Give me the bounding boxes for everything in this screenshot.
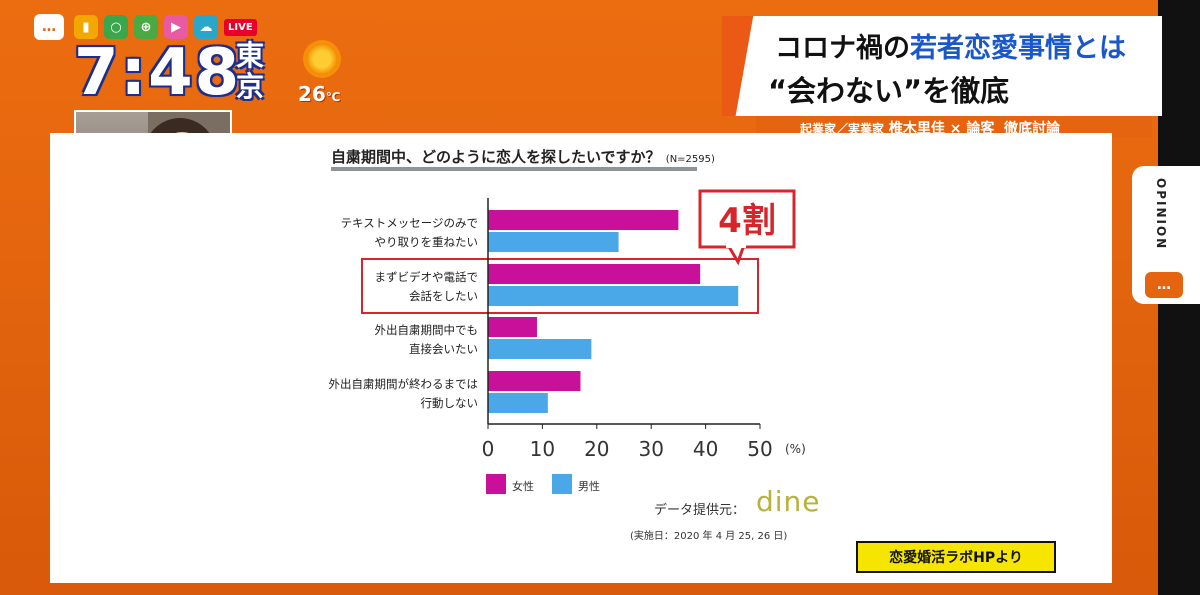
callout-pointer-mask — [726, 242, 746, 248]
title-underline — [331, 167, 697, 171]
city-label: 東京 — [236, 39, 265, 103]
x-unit-label: (%) — [785, 442, 806, 456]
bar-male-3 — [488, 393, 548, 413]
globe-icon[interactable]: ⊕ — [134, 15, 158, 39]
opinion-label: OPINION — [1154, 178, 1168, 251]
headline-box — [722, 16, 1162, 116]
callout-text: 4割 — [718, 201, 776, 241]
legend-swatch-male — [552, 474, 572, 494]
bookmark-icon[interactable]: ▮ — [74, 15, 98, 39]
temperature: 26℃ — [298, 82, 341, 106]
callout-box — [698, 189, 796, 249]
category-label: 行動しない — [421, 396, 479, 410]
opinion-comment-icon[interactable]: … — [1145, 272, 1183, 298]
category-label: 直接会いたい — [409, 342, 478, 356]
sun-icon — [307, 44, 337, 74]
legend-swatch-female — [486, 474, 506, 494]
subline-bar — [756, 116, 1152, 138]
bar-male-1 — [488, 286, 739, 306]
category-label: 外出自粛期間中でも — [375, 323, 479, 337]
date-note: (実施日：2020 年 4 月 25, 26 日) — [630, 531, 788, 542]
play-icon[interactable]: ▶ — [164, 15, 188, 39]
category-label: まずビデオや電話で — [375, 270, 479, 284]
x-tick-label: 40 — [693, 437, 718, 461]
x-tick-label: 0 — [482, 437, 495, 461]
bar-male-0 — [488, 232, 619, 252]
category-label: 外出自粛期間が終わるまでは — [329, 377, 479, 391]
bar-female-3 — [488, 371, 581, 391]
highlight-box — [361, 258, 759, 314]
source-brand-logo: dine — [756, 485, 821, 518]
bar-female-0 — [488, 210, 679, 230]
headline-line2: “会わない”を徹底 — [768, 74, 1010, 108]
clock-time: 7:48 — [74, 36, 242, 110]
headline-line1: コロナ禍の若者恋愛事情とは — [775, 33, 1126, 64]
headline-stripe — [722, 16, 756, 116]
chart-title: 自粛期間中、どのように恋人を探したいですか？ (N=2595) — [331, 148, 715, 166]
bar-male-2 — [488, 339, 592, 359]
source-badge: 恋愛婚活ラボHPより — [856, 541, 1056, 573]
category-label: 会話をしたい — [409, 289, 478, 303]
x-tick-label: 30 — [638, 437, 663, 461]
bar-female-1 — [488, 264, 701, 284]
bar-female-2 — [488, 317, 537, 337]
legend-label-male: 男性 — [578, 479, 600, 493]
category-label: テキストメッセージのみで — [341, 216, 478, 230]
comment-icon[interactable]: … — [34, 14, 64, 40]
x-tick-label: 50 — [747, 437, 772, 461]
app-icon-row: … ▮ ○ ⊕ ▶ ☁ LIVE — [34, 14, 257, 40]
category-label: やり取りを重ねたい — [375, 235, 479, 249]
search-icon[interactable]: ○ — [104, 15, 128, 39]
live-badge: LIVE — [224, 18, 257, 36]
x-tick-label: 10 — [530, 437, 555, 461]
x-tick-label: 20 — [584, 437, 609, 461]
weather-icon[interactable]: ☁ — [194, 15, 218, 39]
legend-label-female: 女性 — [512, 479, 534, 493]
source-label: データ提供元： — [654, 503, 746, 518]
